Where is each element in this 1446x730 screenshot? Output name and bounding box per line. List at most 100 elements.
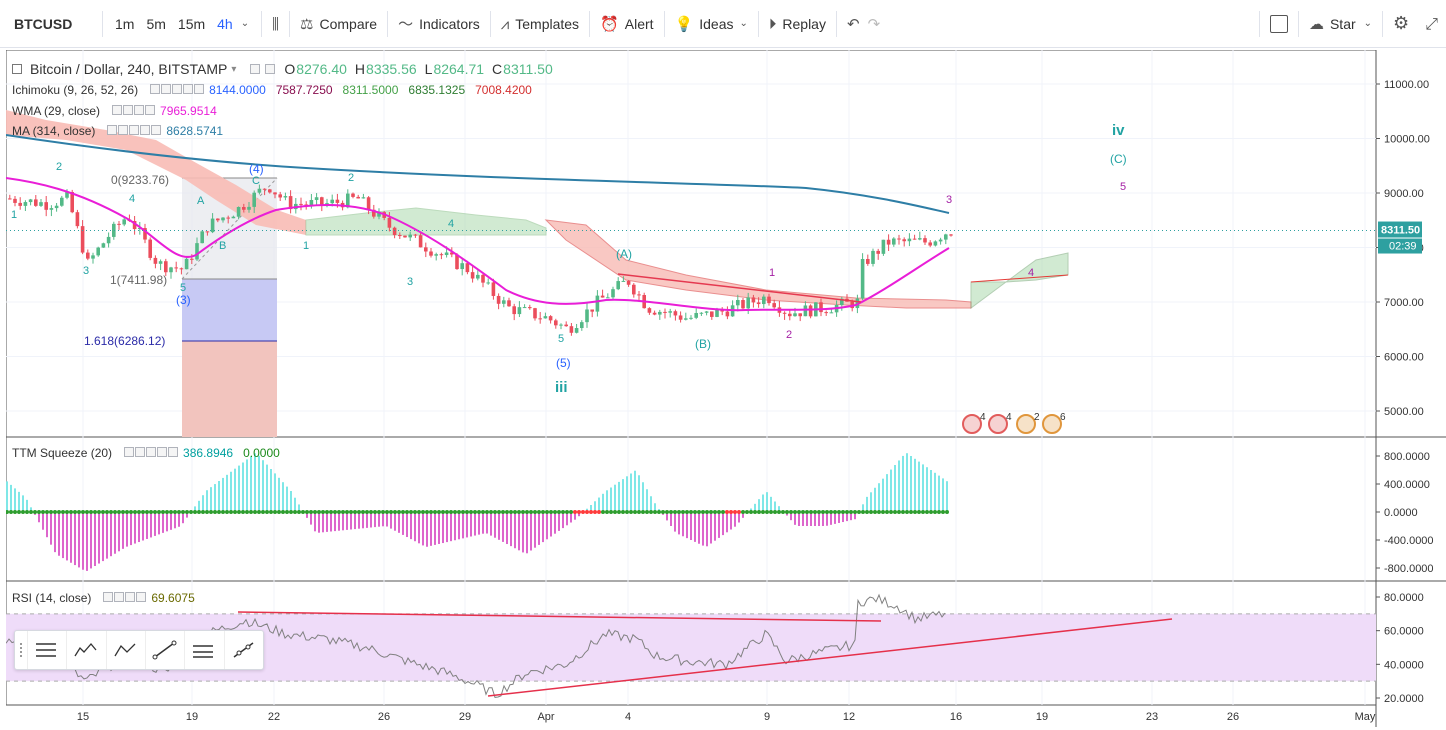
alert-button[interactable]: ⏰ Alert: [592, 0, 661, 48]
squeeze-dot: [833, 510, 837, 514]
chart-type-button[interactable]: ⫼: [264, 0, 287, 48]
squeeze-dot: [21, 510, 25, 514]
squeeze-dot: [225, 510, 229, 514]
ray-tool[interactable]: [223, 631, 263, 669]
star-button[interactable]: ☁ Star ⌄: [1301, 0, 1380, 48]
time-axis-label: 23: [1146, 711, 1158, 723]
wma-legend[interactable]: WMA (29, close) 7965.9514: [12, 104, 217, 118]
squeeze-dot: [421, 510, 425, 514]
squeeze-dot: [825, 510, 829, 514]
ma-title[interactable]: MA (314, close): [12, 124, 96, 138]
kumo-edge: [970, 274, 1069, 283]
eye-icon[interactable]: [250, 64, 261, 74]
candle: [491, 282, 496, 296]
squeeze-dot: [821, 510, 825, 514]
fib-icon: [35, 643, 56, 657]
fib-retracement-tool[interactable]: [26, 631, 66, 669]
candle: [470, 272, 475, 279]
candle: [678, 315, 683, 320]
series-title[interactable]: Bitcoin / Dollar, 240, BITSTAMP: [30, 61, 228, 77]
squeeze-dot: [869, 510, 873, 514]
ttm-title[interactable]: TTM Squeeze (20): [12, 446, 113, 460]
candle: [413, 234, 418, 236]
rsi-title[interactable]: RSI (14, close): [12, 591, 92, 605]
drag-handle[interactable]: [15, 631, 27, 669]
candle: [13, 198, 17, 203]
alert-clock-icon: ⏰: [600, 14, 619, 33]
ichimoku-title[interactable]: Ichimoku (9, 26, 52, 26): [12, 83, 139, 97]
candle: [377, 212, 381, 217]
interval-5m[interactable]: 5m: [146, 15, 166, 32]
squeeze-dot: [329, 510, 333, 514]
ichimoku-legend[interactable]: Ichimoku (9, 26, 52, 26) 8144.0000 7587.…: [12, 83, 532, 97]
chevron-down-icon[interactable]: ⌄: [240, 18, 250, 29]
trend-line-tool[interactable]: [144, 631, 184, 669]
squeeze-dot: [505, 510, 509, 514]
candle: [918, 238, 922, 240]
candle: [595, 295, 600, 312]
price-axis-label: 5000.00: [1384, 406, 1424, 418]
squeeze-dot: [113, 510, 117, 514]
collapse-icon[interactable]: [12, 64, 22, 74]
squeeze-dot: [29, 510, 33, 514]
candle: [39, 202, 43, 206]
squeeze-dot: [357, 510, 361, 514]
indicator-controls[interactable]: [124, 446, 179, 460]
fullscreen-button[interactable]: ⤢: [1417, 0, 1446, 48]
interval-1m[interactable]: 1m: [115, 15, 135, 32]
rsi-legend[interactable]: RSI (14, close) 69.6075: [12, 591, 195, 605]
ideas-button[interactable]: 💡 Ideas ⌄: [667, 0, 756, 48]
chevron-down-icon[interactable]: ▾: [231, 63, 237, 75]
elliott-impulse-tool[interactable]: [66, 631, 105, 669]
ttm-legend[interactable]: TTM Squeeze (20) 386.8946 0.0000: [12, 446, 280, 460]
redo-button[interactable]: ↷: [868, 0, 889, 48]
squeeze-dot: [877, 510, 881, 514]
indicator-controls[interactable]: [112, 104, 156, 118]
layout-button[interactable]: [1262, 0, 1296, 48]
candle: [486, 282, 490, 284]
price-badge: 8311.50: [1381, 225, 1420, 237]
price-badge-bg: [1378, 221, 1422, 238]
price-axis-label: 11000.00: [1384, 79, 1429, 91]
squeeze-dot: [101, 510, 105, 514]
wave-label-3: 3: [946, 194, 952, 206]
ichimoku-leading-b: 7008.4200: [475, 83, 532, 97]
compare-button[interactable]: ⚖ Compare: [292, 0, 385, 48]
ohlc-open-label: O: [284, 61, 296, 77]
time-axis-label: 26: [378, 711, 390, 723]
indicator-controls[interactable]: [150, 83, 205, 97]
interval-15m[interactable]: 15m: [177, 15, 206, 32]
ma-legend[interactable]: MA (314, close) 8628.5741: [12, 124, 223, 138]
templates-button[interactable]: ⩘ Templates: [493, 0, 587, 48]
rsi-value: 69.6075: [151, 591, 195, 605]
wma-title[interactable]: WMA (29, close): [12, 104, 101, 118]
chart-area[interactable]: 11000.0010000.009000.008000.007000.00600…: [5, 49, 1446, 727]
replay-button[interactable]: ⏵ Replay: [761, 0, 834, 48]
settings-button[interactable]: ⚙: [1385, 0, 1417, 48]
candle: [460, 263, 464, 270]
candle: [408, 234, 412, 238]
chart-canvas[interactable]: 11000.0010000.009000.008000.007000.00600…: [5, 49, 1446, 727]
undo-button[interactable]: ↶: [839, 0, 868, 48]
toolbar-right: ☁ Star ⌄ ⚙ ⤢: [1257, 0, 1446, 48]
squeeze-dot: [145, 510, 149, 514]
squeeze-dot: [829, 510, 833, 514]
parallel-channel-tool[interactable]: [184, 631, 223, 669]
squeeze-dot: [201, 510, 205, 514]
indicator-controls[interactable]: [107, 124, 162, 138]
settings-icon[interactable]: [265, 64, 276, 74]
indicator-controls[interactable]: [103, 591, 147, 605]
time-axis-label: May: [1355, 711, 1376, 723]
compare-label: Compare: [319, 15, 378, 32]
indicators-icon: 〜: [398, 15, 414, 33]
indicators-button[interactable]: 〜 Indicators: [390, 0, 488, 48]
candle: [580, 322, 584, 329]
candle: [80, 226, 85, 253]
event-count: 2: [1034, 412, 1040, 423]
chevron-down-icon: ⌄: [739, 18, 748, 29]
symbol-search[interactable]: BTCUSD: [14, 15, 73, 32]
candle: [273, 192, 277, 195]
elliott-correction-tool[interactable]: [105, 631, 145, 669]
interval-4h[interactable]: 4h: [217, 15, 233, 32]
candle: [252, 192, 256, 207]
